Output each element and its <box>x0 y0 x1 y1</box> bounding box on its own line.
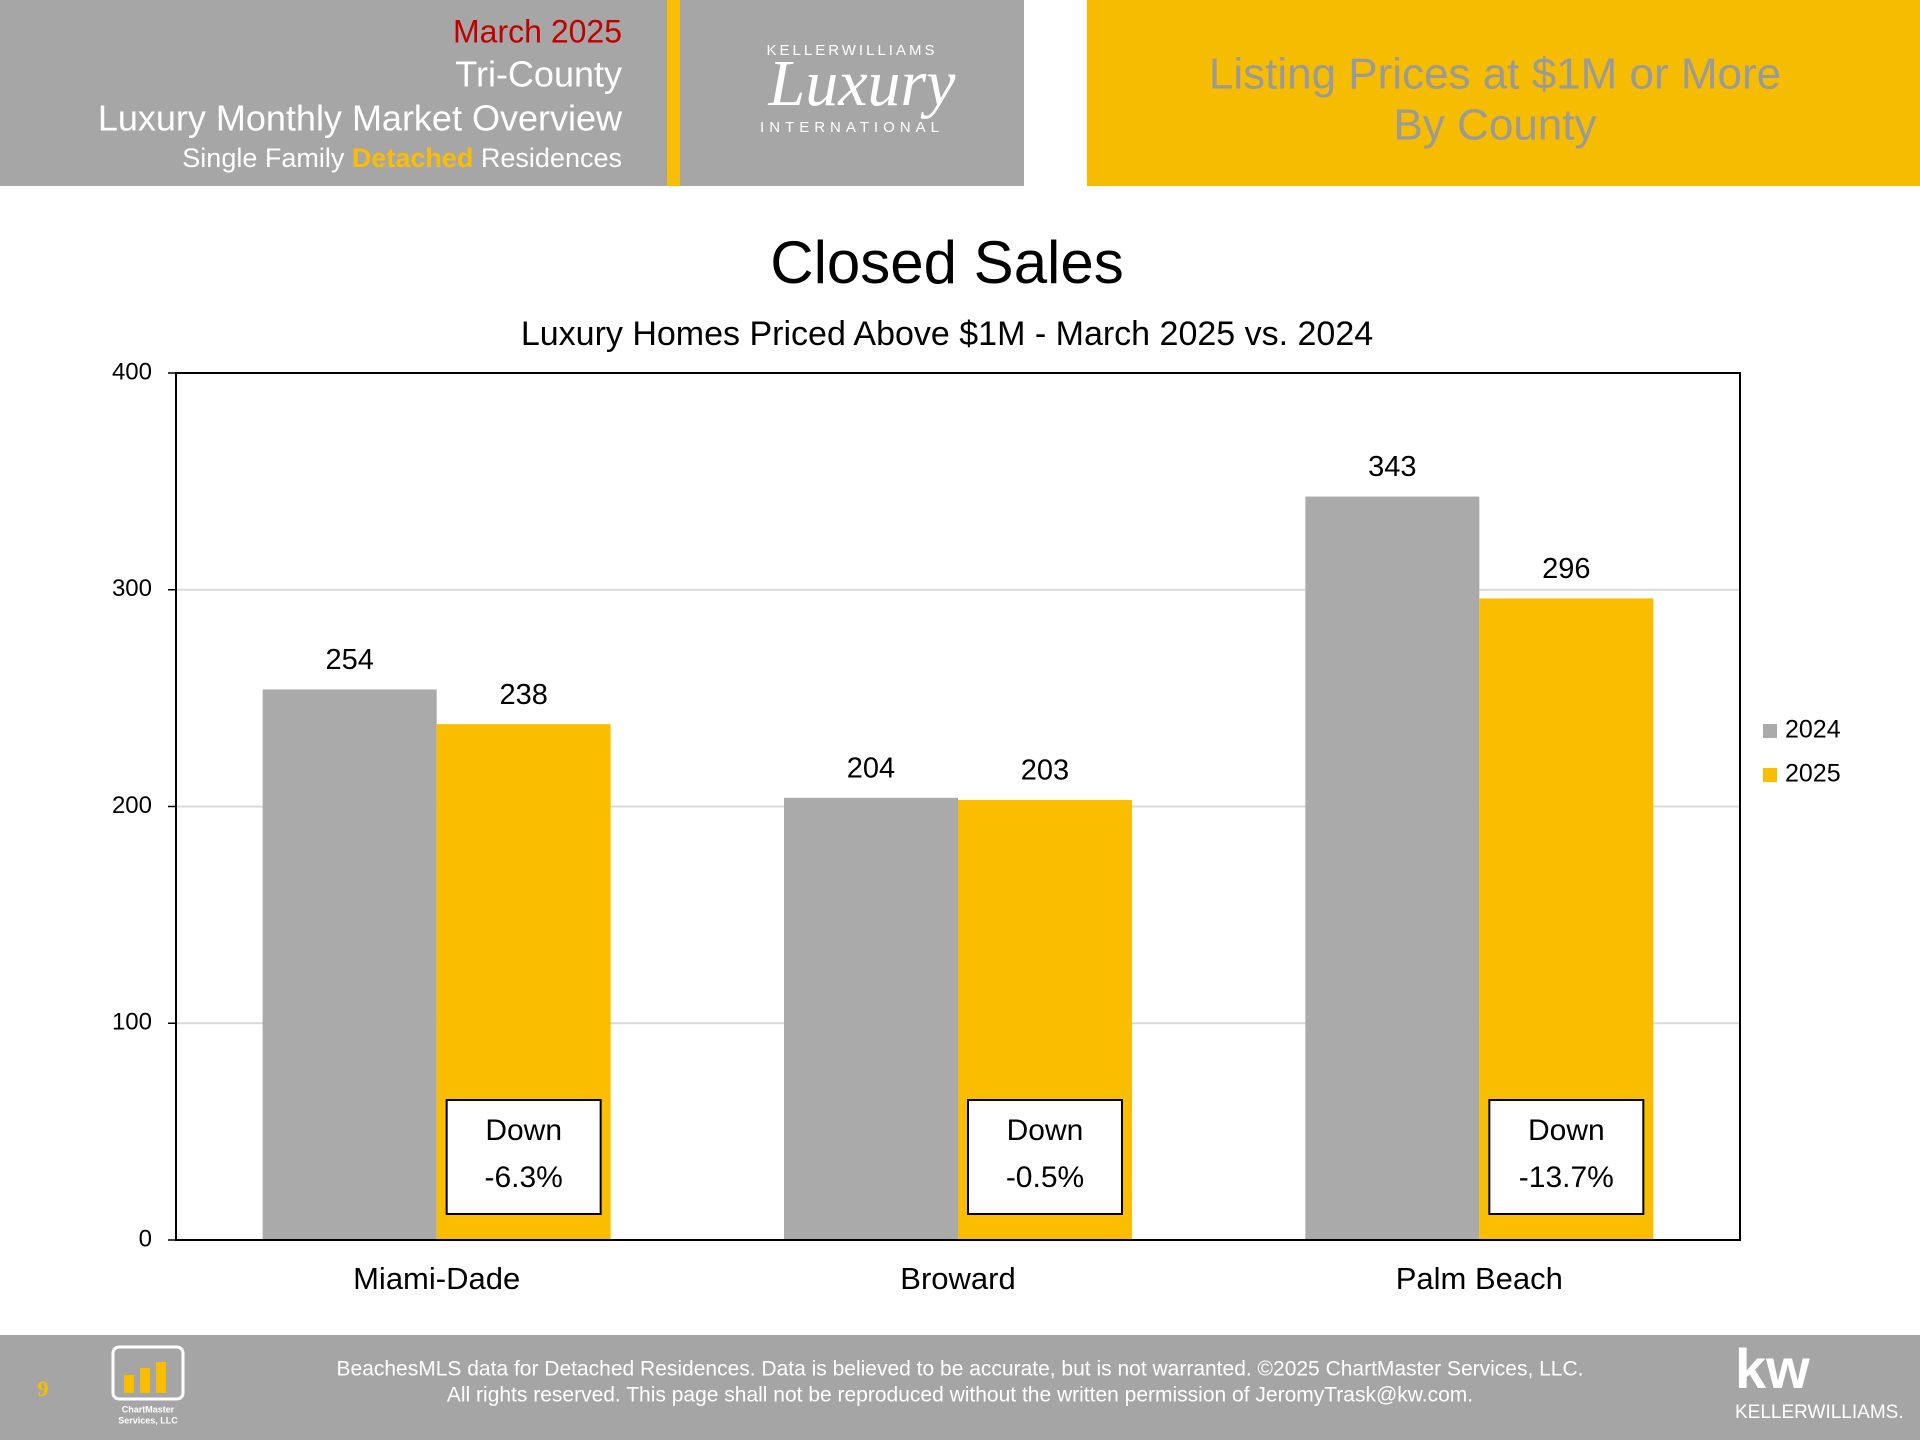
annotation-box <box>967 1099 1123 1215</box>
value-label: 296 <box>1542 553 1590 585</box>
annotation-box <box>445 1099 602 1215</box>
header-title: Luxury Monthly Market Overview <box>98 98 623 139</box>
icon-bar <box>140 1368 150 1393</box>
header-subtitle: Single Family Detached Residences <box>182 143 622 173</box>
annotation-text: Down <box>1007 1114 1084 1147</box>
x-tick-label: Miami-Dade <box>353 1261 520 1296</box>
value-label: 203 <box>1021 755 1069 787</box>
icon-bar <box>124 1375 134 1393</box>
subtitle-part: Residences <box>473 143 622 173</box>
footer-panel <box>0 1335 1920 1440</box>
subtitle-highlight: Detached <box>352 143 474 173</box>
bar <box>1305 496 1480 1240</box>
plot-border <box>175 372 1741 1241</box>
annotation-text: -0.5% <box>1006 1161 1084 1194</box>
legend-label: 2024 <box>1785 716 1841 744</box>
logo-brand: KELLERWILLIAMS <box>767 42 938 59</box>
header-region: Tri-County <box>455 54 622 95</box>
value-label: 343 <box>1368 451 1416 483</box>
y-tick-label: 0 <box>139 1225 152 1252</box>
page-number: 9 <box>38 1376 49 1401</box>
chart-title: Closed Sales <box>770 229 1124 296</box>
y-tick-label: 400 <box>112 358 152 385</box>
annotation-text: -6.3% <box>484 1161 562 1194</box>
footer-text: BeachesMLS data for Detached Residences.… <box>337 1358 1584 1381</box>
annotation-text: -13.7% <box>1519 1161 1614 1194</box>
logo-panel <box>680 0 1024 186</box>
x-tick-label: Broward <box>900 1261 1015 1296</box>
legend-swatch <box>1763 768 1777 782</box>
chart-subtitle: Luxury Homes Priced Above $1M - March 20… <box>521 315 1373 353</box>
annotation-box <box>1488 1099 1645 1215</box>
footer-text: All rights reserved. This page shall not… <box>447 1384 1473 1407</box>
y-tick-label: 300 <box>112 575 152 602</box>
y-tick-label: 200 <box>112 792 152 819</box>
value-label: 204 <box>847 752 895 784</box>
value-label: 238 <box>499 679 547 711</box>
header-date: March 2025 <box>453 13 622 49</box>
footer-kw-name: KELLERWILLIAMS. <box>1735 1402 1904 1423</box>
legend-swatch <box>1763 724 1777 738</box>
y-tick-label: 100 <box>112 1009 152 1036</box>
subtitle-part: Single Family <box>182 143 352 173</box>
bar <box>262 689 437 1240</box>
footer-kw-logo: kw <box>1735 1337 1810 1400</box>
annotation-text: Down <box>1528 1114 1605 1147</box>
plot: 0 100 200 300 400 Miami-Dade 254 238 Down -6.3% Br… <box>112 358 1841 1296</box>
icon-bar <box>156 1362 166 1393</box>
bar <box>784 797 958 1240</box>
banner-line: Listing Prices at $1M or More <box>1209 50 1781 99</box>
header-stripe <box>667 0 680 186</box>
legend-label: 2025 <box>1785 760 1841 788</box>
logo-sub: INTERNATIONAL <box>760 119 944 136</box>
footer-logo-icon <box>111 1345 185 1401</box>
value-label: 254 <box>325 644 373 676</box>
footer-logo-text: ChartMaster <box>122 1404 175 1414</box>
footer-logo-text: Services, LLC <box>118 1415 178 1425</box>
logo-script: Luxury <box>768 47 957 120</box>
banner-panel <box>1087 0 1920 186</box>
banner-line: By County <box>1394 101 1597 150</box>
annotation-text: Down <box>485 1114 562 1147</box>
x-tick-label: Palm Beach <box>1396 1261 1563 1296</box>
header-panel <box>0 0 667 186</box>
